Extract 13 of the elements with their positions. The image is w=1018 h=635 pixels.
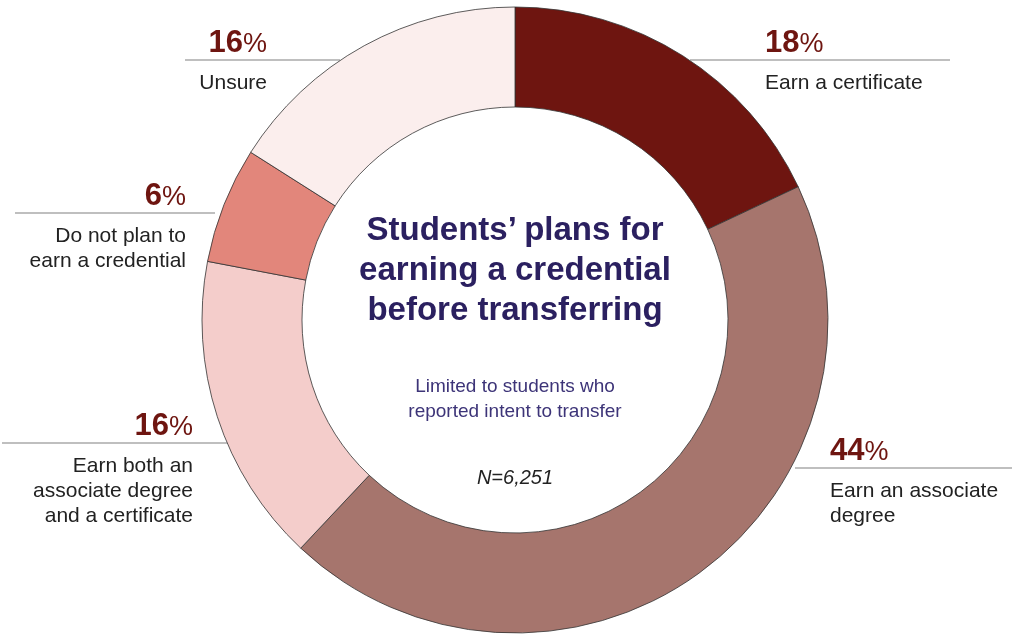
text: Students’ plans for earning a credential before transferring (359, 210, 671, 327)
text: N=6,251 (476, 466, 554, 488)
text: Limited to students who reported intent to transfer (408, 375, 623, 421)
data-label: 16% (134, 407, 193, 442)
slice-label: Unsure (199, 70, 267, 93)
data-label: 44% (830, 432, 889, 467)
slice-label: Earn both an associate degree and a certificate (33, 453, 193, 526)
slice-label: Earn an associate degree (830, 478, 999, 526)
slice-label: Earn a certificate (765, 70, 923, 93)
data-label: 6% (144, 177, 186, 212)
data-label: 18% (765, 24, 824, 59)
data-label: 16% (208, 24, 267, 59)
slice-label: Do not plan to earn a credential (29, 223, 186, 271)
